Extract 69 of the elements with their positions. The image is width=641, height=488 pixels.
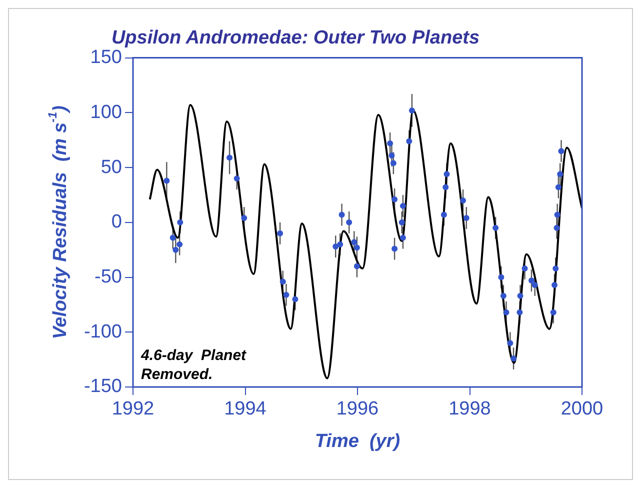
point <box>400 234 406 241</box>
point <box>554 212 560 218</box>
x-tick-label: 1998 <box>448 398 491 420</box>
y-tick-label: -100 <box>84 321 122 342</box>
point <box>552 282 558 288</box>
point <box>177 219 184 226</box>
y-tick-label: -150 <box>84 376 122 398</box>
y-tick-label: -50 <box>94 266 122 288</box>
point <box>406 138 412 144</box>
point <box>503 309 510 316</box>
chart-title: Upsilon Andromedae: Outer Two Planets <box>111 28 480 49</box>
point <box>337 241 344 248</box>
y-axis-title: Velocity Residuals (m s-1) <box>45 105 72 340</box>
point <box>351 239 358 246</box>
x-tick-label: 1994 <box>224 398 267 420</box>
point <box>507 340 514 346</box>
point <box>226 154 233 161</box>
point <box>176 241 183 248</box>
point <box>528 278 534 284</box>
y-tick-label: 150 <box>90 47 122 68</box>
point <box>392 196 398 202</box>
point <box>338 212 345 218</box>
point <box>283 292 290 298</box>
x-tick-label: 1996 <box>336 398 379 420</box>
point <box>332 244 339 250</box>
point <box>354 244 360 251</box>
point <box>346 219 352 226</box>
point <box>550 309 556 316</box>
point <box>172 246 179 253</box>
x-axis-title: Time (yr) <box>314 430 400 452</box>
point <box>442 184 449 190</box>
point <box>400 202 406 209</box>
point <box>510 355 517 362</box>
annotation: 4.6-day Planet Removed. <box>140 347 248 383</box>
point <box>387 140 394 146</box>
point <box>241 215 248 222</box>
point <box>552 265 559 272</box>
y-tick-label: 0 <box>111 212 122 233</box>
point <box>532 282 538 288</box>
point <box>444 171 450 178</box>
x-tick-label: 1992 <box>112 398 154 420</box>
x-tick-label: 2000 <box>560 398 604 420</box>
point <box>164 178 170 184</box>
point <box>492 224 499 231</box>
point <box>498 274 504 280</box>
point <box>170 234 176 241</box>
point <box>292 296 298 302</box>
point <box>517 292 524 299</box>
point <box>234 176 240 182</box>
point <box>500 292 506 299</box>
point <box>557 171 564 178</box>
y-tick-label: 100 <box>90 102 122 123</box>
point <box>392 246 398 252</box>
point <box>408 107 415 114</box>
point <box>398 219 405 226</box>
point <box>522 265 528 272</box>
point <box>463 215 470 222</box>
point <box>354 263 360 270</box>
point <box>516 309 523 316</box>
point <box>558 148 564 154</box>
point <box>388 152 395 158</box>
point <box>460 197 466 204</box>
point <box>280 278 286 285</box>
point <box>277 230 284 236</box>
point <box>390 160 396 166</box>
y-tick-label: 50 <box>100 156 122 178</box>
point <box>555 184 562 190</box>
point <box>440 212 447 218</box>
point <box>554 224 560 231</box>
